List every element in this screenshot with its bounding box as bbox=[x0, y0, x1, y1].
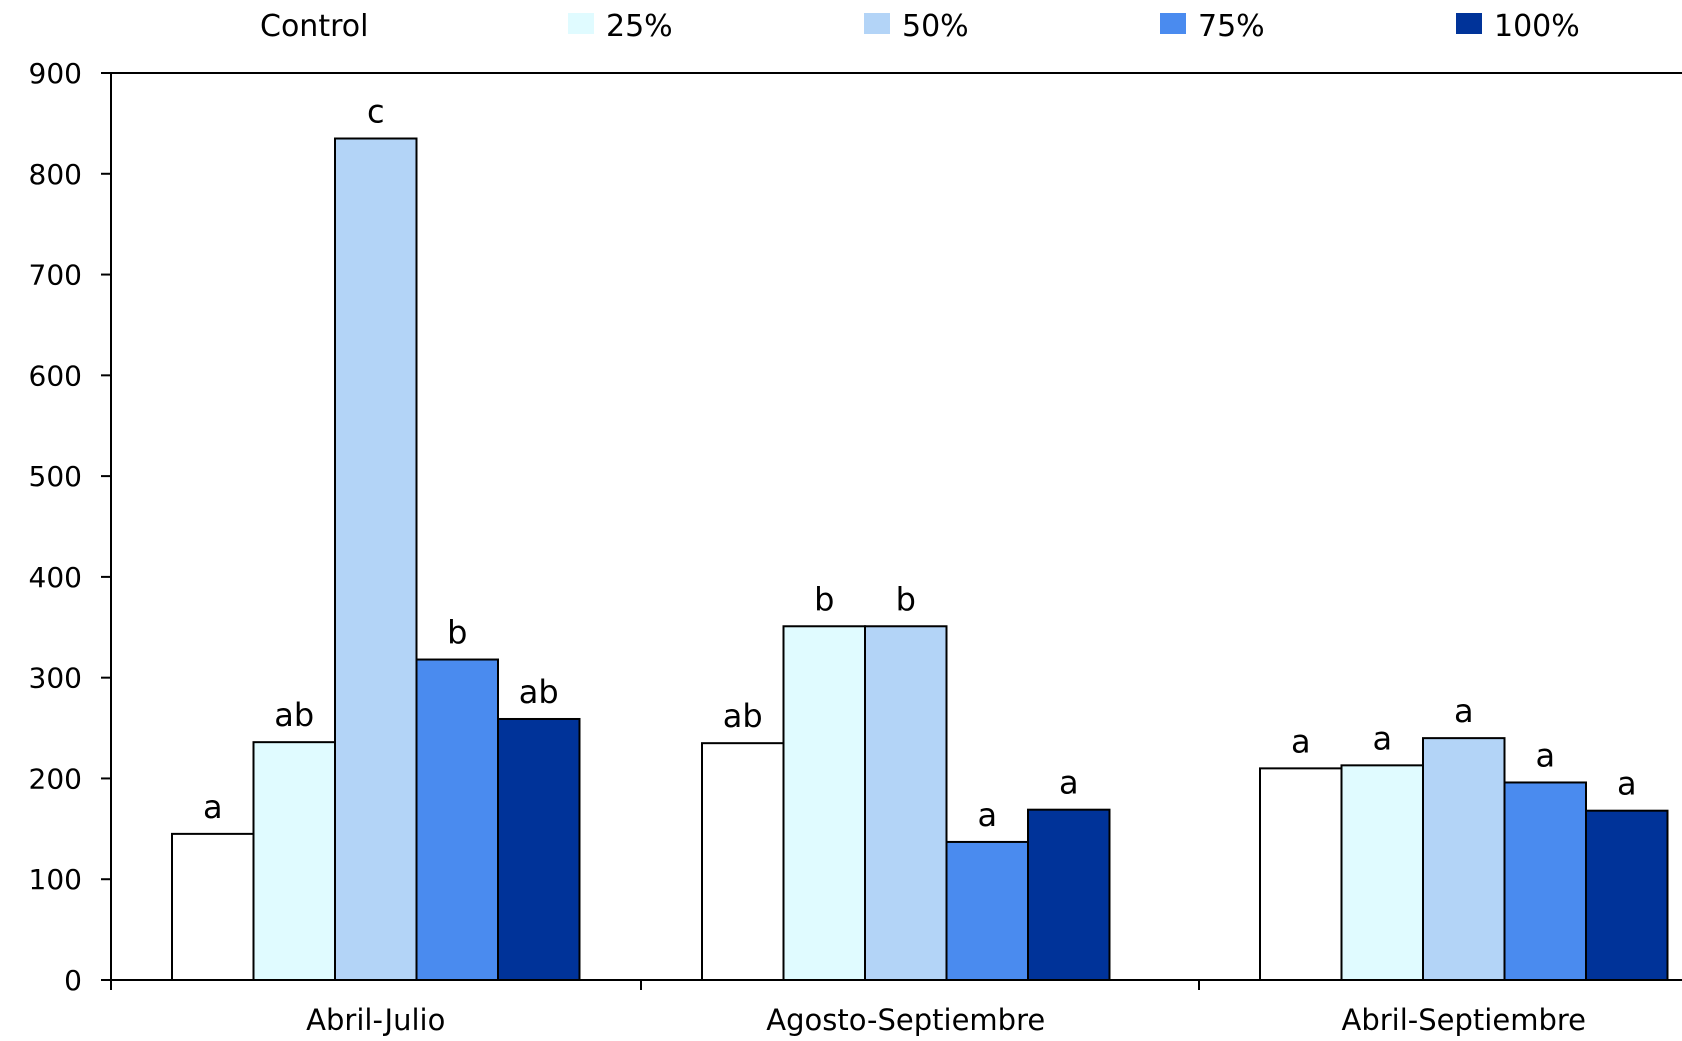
bar-significance-label: a bbox=[1059, 764, 1079, 802]
x-category-label: Agosto-Septiembre bbox=[766, 1003, 1045, 1036]
legend-swatch bbox=[1160, 13, 1186, 34]
bar-significance-label: b bbox=[896, 580, 916, 618]
bar-significance-label: a bbox=[977, 796, 997, 834]
bar bbox=[171, 832, 255, 981]
y-tick-label: 600 bbox=[29, 359, 82, 392]
bar bbox=[945, 840, 1029, 981]
bar-significance-label: a bbox=[1617, 765, 1637, 803]
bar bbox=[1422, 737, 1506, 982]
y-tick-label: 100 bbox=[29, 863, 82, 896]
legend-swatch bbox=[568, 13, 594, 34]
legend-label: 50% bbox=[902, 9, 969, 44]
bar bbox=[782, 625, 866, 982]
legend-label: 75% bbox=[1198, 9, 1265, 44]
bar-significance-label: a bbox=[203, 788, 223, 826]
bar-significance-label: a bbox=[1372, 719, 1392, 757]
y-tick-label: 0 bbox=[64, 964, 82, 997]
bar bbox=[252, 741, 336, 981]
y-tick-label: 400 bbox=[29, 561, 82, 594]
x-category-label: Abril-Julio bbox=[306, 1003, 445, 1036]
bar-significance-label: b bbox=[447, 614, 467, 652]
bar-significance-label: a bbox=[1291, 722, 1311, 760]
bar bbox=[334, 137, 418, 981]
bar-significance-label: a bbox=[1535, 736, 1555, 774]
bar bbox=[864, 625, 948, 982]
y-tick-label: 200 bbox=[29, 762, 82, 795]
bar-significance-label: b bbox=[814, 580, 834, 618]
y-tick-label: 300 bbox=[29, 662, 82, 695]
bar bbox=[415, 658, 499, 981]
legend-label: Control bbox=[260, 9, 368, 44]
legend-swatch bbox=[1456, 13, 1482, 34]
x-category-label: Abril-Septiembre bbox=[1342, 1003, 1586, 1036]
bar bbox=[1259, 767, 1343, 981]
bar-significance-label: ab bbox=[723, 697, 763, 735]
bar-significance-label: ab bbox=[274, 696, 314, 734]
bar bbox=[497, 717, 581, 981]
bar-significance-label: c bbox=[367, 93, 385, 131]
bar bbox=[1340, 764, 1424, 981]
bar bbox=[1585, 809, 1669, 982]
bar bbox=[1503, 781, 1587, 982]
legend-label: 100% bbox=[1494, 9, 1580, 44]
y-tick-label: 800 bbox=[29, 158, 82, 191]
y-tick-label: 500 bbox=[29, 460, 82, 493]
bar bbox=[701, 742, 785, 982]
bar-significance-label: a bbox=[1454, 692, 1474, 730]
bar-significance-label: ab bbox=[519, 673, 559, 711]
bar bbox=[1027, 808, 1111, 981]
y-tick-label: 900 bbox=[29, 57, 82, 90]
legend-swatch bbox=[864, 13, 890, 34]
legend-label: 25% bbox=[606, 9, 673, 44]
y-tick-label: 700 bbox=[29, 259, 82, 292]
